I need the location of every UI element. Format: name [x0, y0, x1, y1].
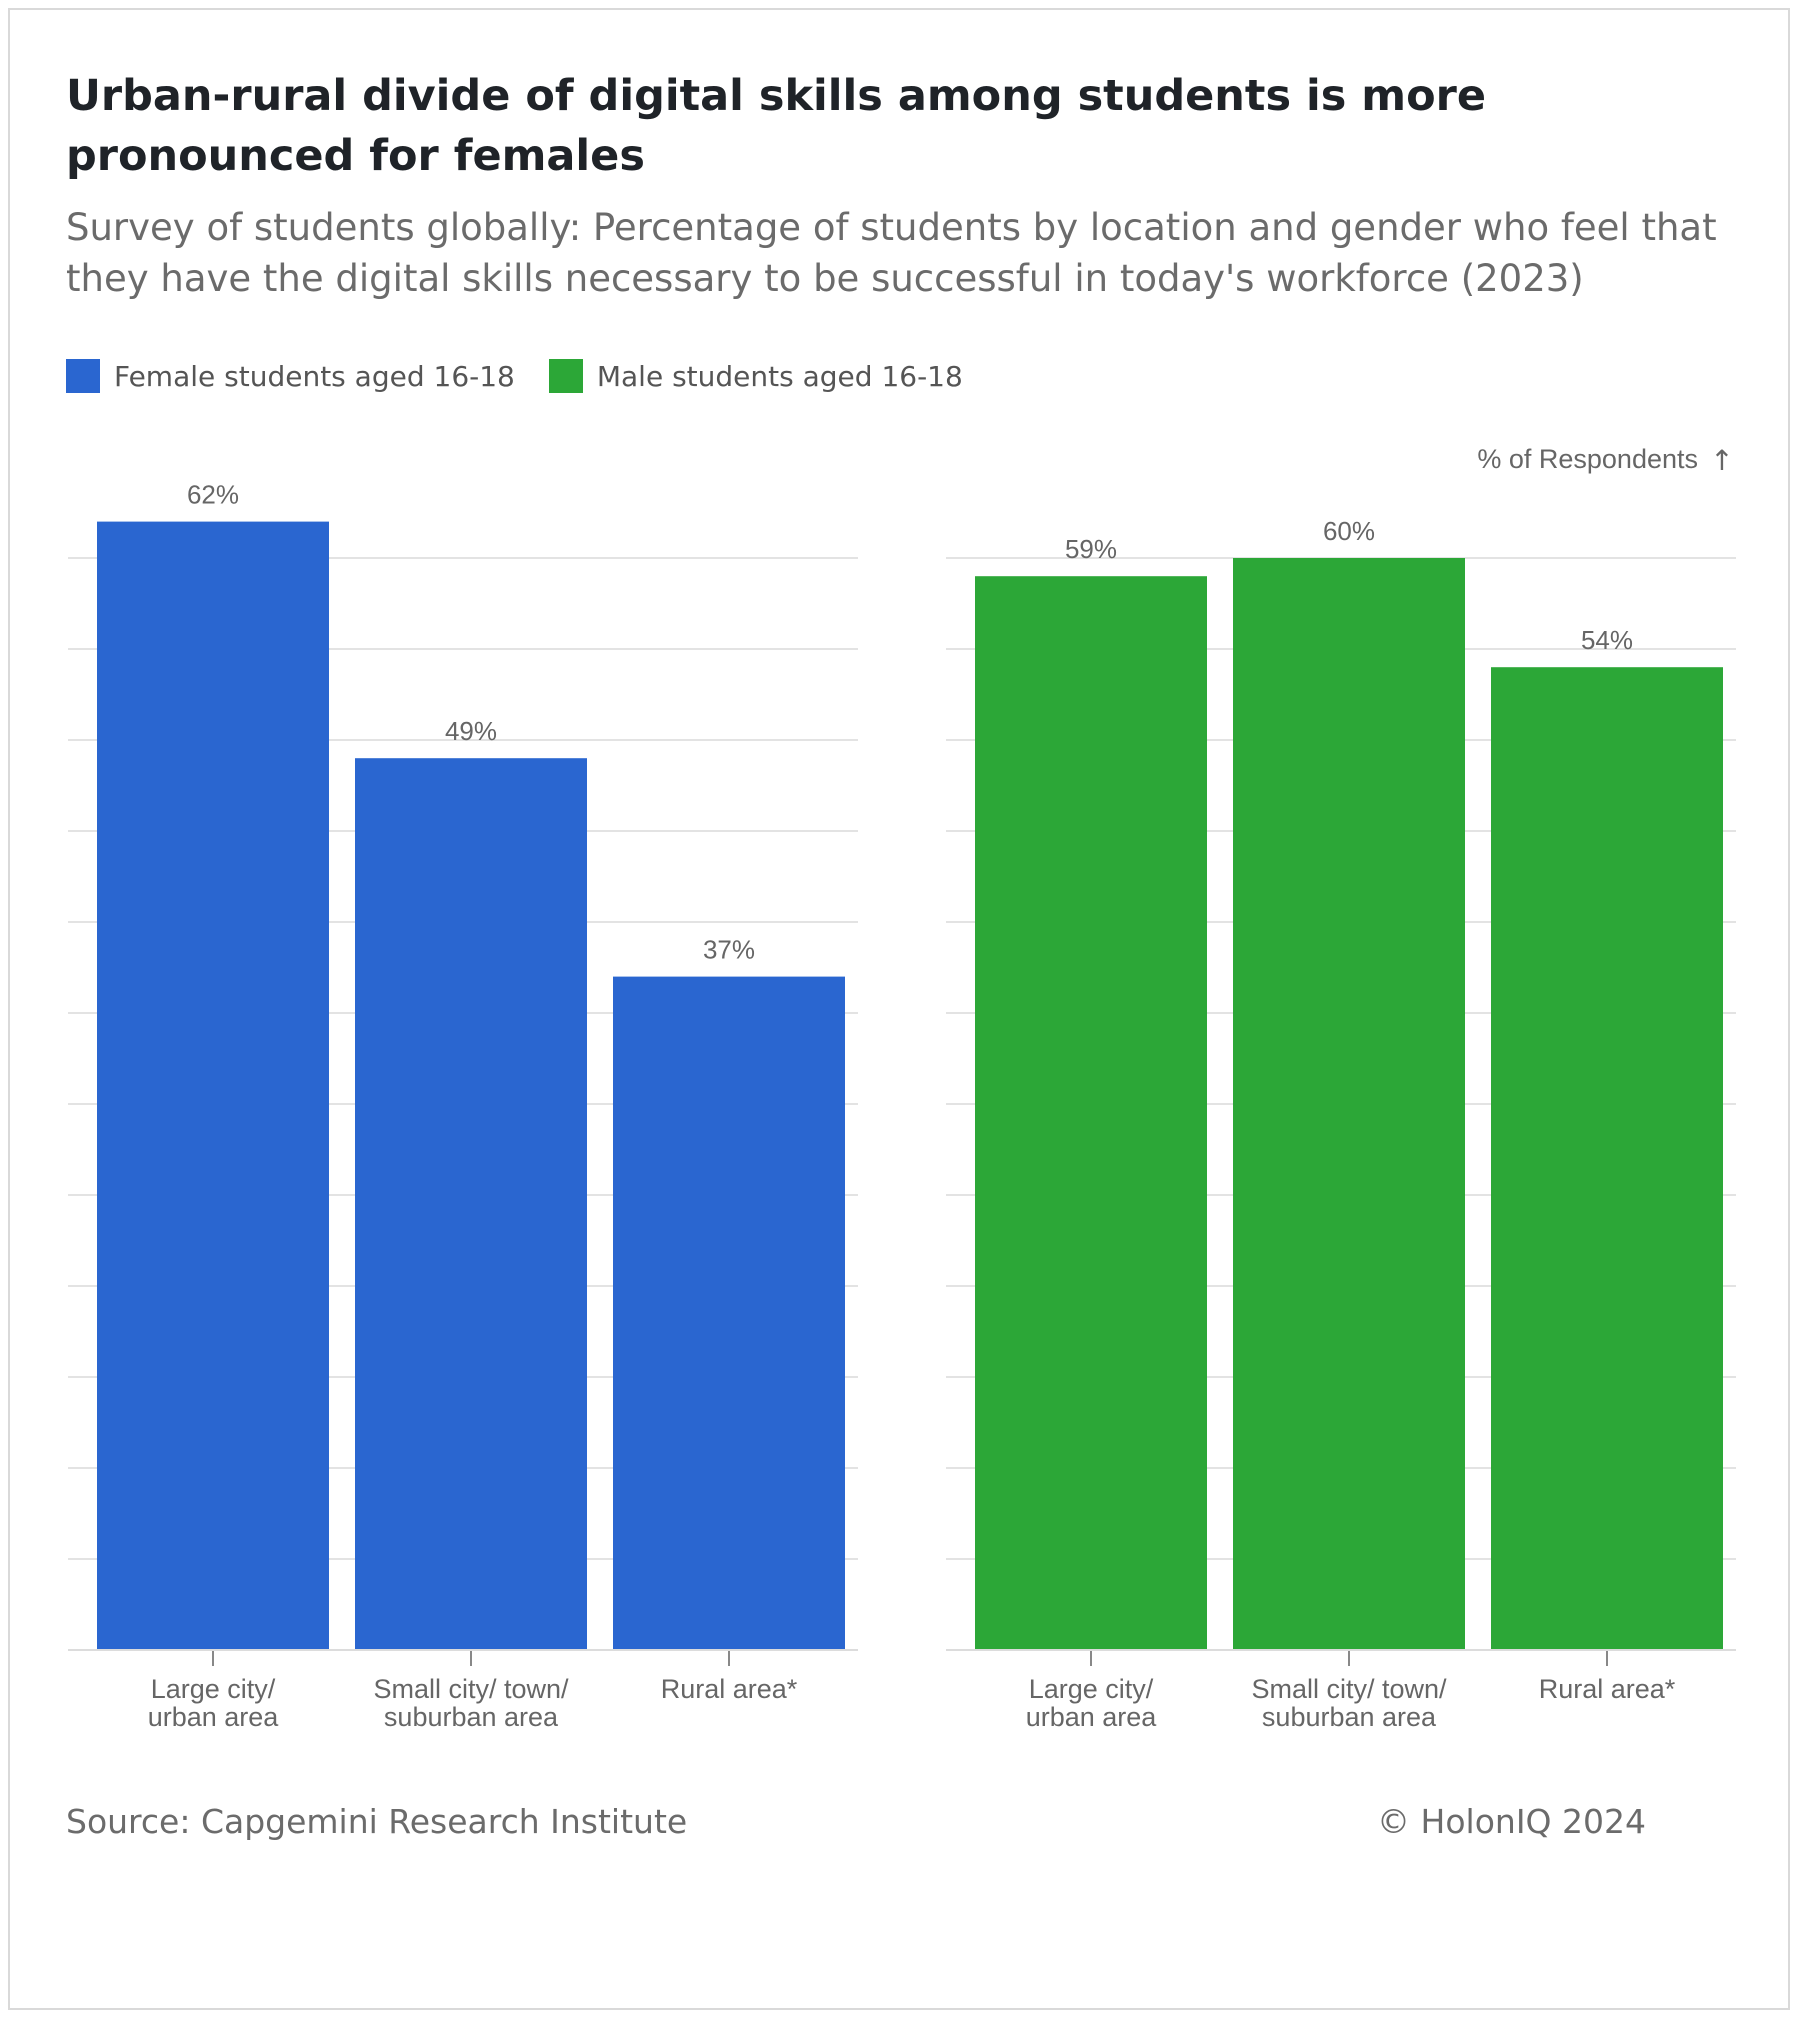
legend: Female students aged 16-18 Male students… [66, 356, 997, 396]
data-label: 62% [187, 480, 239, 510]
bar [975, 576, 1207, 1651]
legend-label-female: Female students aged 16-18 [114, 359, 515, 393]
chart-title: Urban-rural divide of digital skills amo… [66, 71, 1487, 181]
legend-item-female: Female students aged 16-18 [66, 359, 515, 393]
bar [613, 976, 845, 1650]
data-label: 59% [1065, 534, 1117, 564]
x-tick-label: Large city/ [1029, 1674, 1154, 1704]
bar [1233, 558, 1465, 1650]
x-tick-label: Rural area* [1539, 1674, 1676, 1704]
x-tick-label: urban area [148, 1702, 280, 1732]
bar-chart: % of Respondents ↑ 62% Large city/urban are… [68, 444, 1736, 1732]
bar [1491, 667, 1723, 1650]
y-axis-label: % of Respondents [1477, 444, 1698, 474]
x-tick-label: urban area [1026, 1702, 1158, 1732]
data-label: 54% [1581, 625, 1633, 655]
legend-item-male: Male students aged 16-18 [548, 359, 963, 393]
x-tick-label: suburban area [384, 1702, 559, 1732]
data-label: 60% [1323, 516, 1375, 546]
bar [97, 521, 329, 1650]
x-tick-label: suburban area [1262, 1702, 1437, 1732]
x-tick-label: Rural area* [661, 1674, 798, 1704]
x-tick-label: Small city/ town/ [373, 1674, 569, 1704]
x-tick-label: Small city/ town/ [1251, 1674, 1447, 1704]
x-tick-label: Large city/ [151, 1674, 276, 1704]
source-note: Source: Capgemini Research Institute [66, 1802, 688, 1841]
chart-subtitle: Survey of students globally: Percentage … [66, 206, 1717, 300]
copyright-note: © HolonIQ 2024 [1377, 1802, 1646, 1841]
data-label: 49% [445, 716, 497, 746]
legend-swatch-female [66, 359, 100, 393]
bar [355, 758, 587, 1650]
legend-swatch-male [548, 359, 583, 393]
legend-label-male: Male students aged 16-18 [596, 359, 963, 393]
data-label: 37% [703, 935, 755, 965]
up-arrow-icon: ↑ [1710, 444, 1733, 477]
